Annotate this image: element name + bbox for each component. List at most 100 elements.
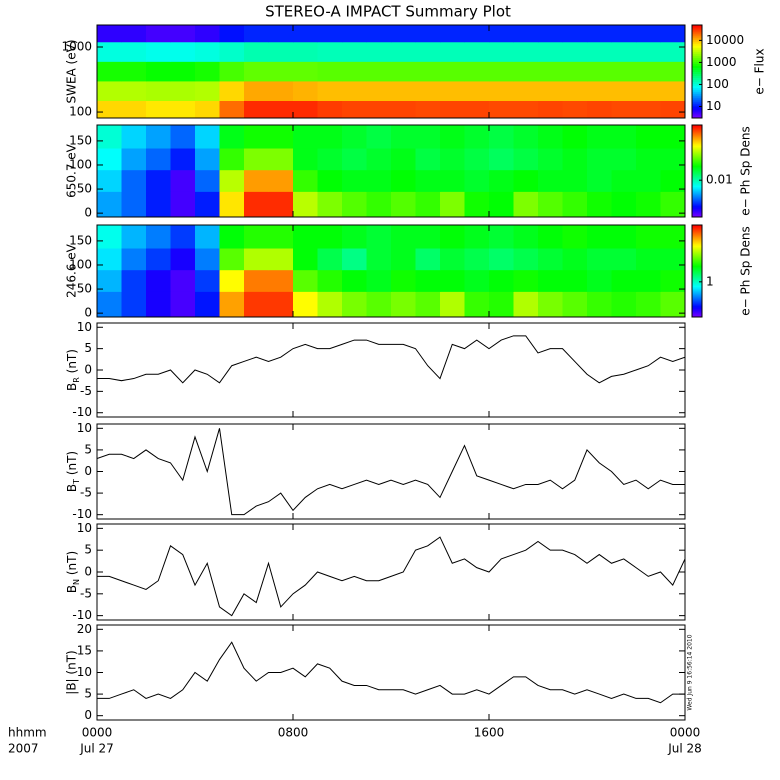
heatmap-cell — [268, 100, 294, 118]
heatmap-cell — [342, 61, 367, 82]
heatmap-cell — [660, 81, 685, 101]
colorbar-strip — [692, 275, 702, 278]
colorbar-strip — [692, 55, 702, 58]
colorbar-strip — [692, 115, 702, 119]
heatmap-cell — [440, 81, 465, 101]
colorbar-strip — [692, 161, 702, 164]
heatmap-cell — [146, 61, 171, 82]
heatmap-cell — [391, 148, 416, 171]
colorbar-strip — [692, 165, 702, 168]
heatmap-cell — [146, 248, 171, 271]
colorbar-strip — [692, 29, 702, 32]
x-corner-label: 2007 — [8, 742, 39, 756]
colorbar-strip — [692, 211, 702, 214]
heatmap-cell — [538, 41, 563, 62]
panel-frame — [96, 24, 686, 119]
heatmap-cell — [391, 269, 416, 292]
colorbar-strip — [692, 273, 702, 276]
colorbar-strip — [692, 87, 702, 91]
heatmap-cell — [293, 61, 318, 82]
y-tick-label: 150 — [69, 233, 92, 247]
y-tick-label: 150 — [69, 133, 92, 147]
colorbar-strip — [692, 249, 702, 252]
heatmap-cell — [170, 81, 196, 101]
heatmap-cell — [538, 61, 563, 82]
heatmap-cell — [489, 225, 514, 249]
y-label-sub: N — [72, 579, 81, 585]
colorbar-strip — [692, 113, 702, 117]
heatmap-cell — [611, 191, 637, 217]
heatmap-cell — [660, 100, 685, 118]
heatmap-cell — [244, 81, 269, 101]
heatmap-cell — [366, 41, 392, 62]
heatmap-cell — [415, 269, 441, 292]
heatmap-cell — [97, 148, 122, 171]
colorbar-strip — [692, 125, 702, 128]
heatmap-cell — [611, 41, 637, 62]
heatmap-cell — [464, 81, 490, 101]
y-tick-label: 0 — [84, 306, 92, 320]
heatmap-cell — [562, 248, 588, 271]
heatmap-cell — [391, 169, 416, 192]
heatmap-cell — [121, 125, 147, 149]
heatmap-cell — [489, 125, 514, 149]
colorbar-strip — [692, 65, 702, 68]
heatmap-cell — [121, 169, 147, 192]
heatmap-cell — [366, 225, 392, 249]
x-tick-label: 0800 — [278, 726, 309, 740]
heatmap-cell — [587, 269, 612, 292]
heatmap-cell — [440, 291, 465, 317]
heatmap-cell — [562, 225, 588, 249]
heatmap-cell — [587, 169, 612, 192]
heatmap-cell — [391, 100, 416, 118]
heatmap-cell — [636, 169, 661, 192]
colorbar-strip — [692, 57, 702, 60]
colorbar-frame — [691, 24, 703, 119]
y-label-unit: (nT) — [65, 551, 79, 579]
colorbar-strip — [692, 239, 702, 242]
heatmap-cell — [317, 81, 343, 101]
heatmap-cell — [611, 148, 637, 171]
heatmap-cell — [415, 225, 441, 249]
colorbar-strip — [692, 71, 702, 75]
colorbar-strip — [692, 307, 702, 310]
heatmap-cell — [244, 225, 269, 249]
colorbar-strip — [692, 81, 702, 85]
heatmap-cell — [244, 25, 269, 43]
colorbar-strip — [692, 173, 702, 176]
colorbar-strip — [692, 175, 702, 178]
heatmap-cell — [342, 125, 367, 149]
colorbar-strip — [692, 213, 702, 216]
colorbar-strip — [692, 263, 702, 266]
y-tick-label: -5 — [80, 384, 92, 398]
heatmap-cell — [513, 191, 539, 217]
colorbar-strip — [692, 233, 702, 236]
heatmap-cell — [660, 269, 685, 292]
heatmap-cell — [195, 100, 220, 118]
y-label-unit: (nT) — [65, 451, 79, 479]
y-tick-label: 10 — [77, 421, 92, 435]
heatmap-cell — [538, 148, 563, 171]
heatmap-cell — [391, 61, 416, 82]
heatmap-cell — [538, 248, 563, 271]
colorbar-strip — [692, 45, 702, 48]
heatmap-cell — [513, 61, 539, 82]
heatmap-cell — [146, 41, 171, 62]
colorbar-strip — [692, 37, 702, 40]
heatmap-cell — [464, 191, 490, 217]
heatmap-cell — [146, 100, 171, 118]
heatmap-cell — [489, 81, 514, 101]
colorbar-strip — [692, 49, 702, 52]
heatmap-cell — [268, 25, 294, 43]
heatmap-cell — [660, 125, 685, 149]
colorbar-strip — [692, 41, 702, 44]
data-line — [97, 335, 685, 384]
heatmap-cell — [97, 100, 122, 118]
colorbar-strip — [692, 271, 702, 274]
heatmap-cell — [121, 81, 147, 101]
colorbar-strip — [692, 301, 702, 304]
y-axis-label: 650.7 eV — [65, 143, 79, 198]
heatmap-cell — [366, 291, 392, 317]
colorbar-strip — [692, 197, 702, 200]
